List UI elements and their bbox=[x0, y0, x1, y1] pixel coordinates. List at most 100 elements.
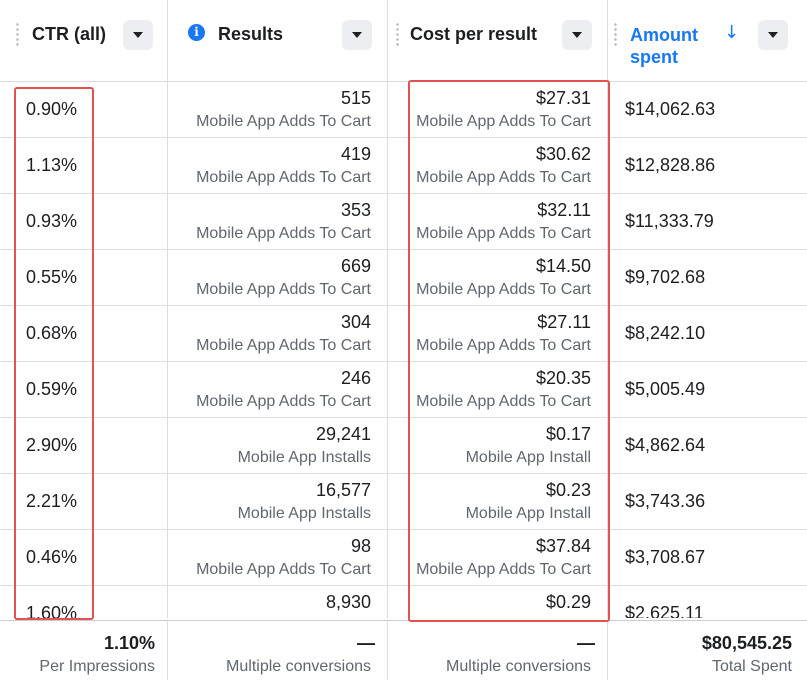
highlight-box-ctr bbox=[14, 87, 94, 620]
table-row[interactable]: 0.55% 669 Mobile App Adds To Cart $14.50 Mob… bbox=[0, 250, 807, 306]
cost-per-result-value: $27.11 bbox=[537, 312, 591, 332]
cell-results: 98 Mobile App Adds To Cart bbox=[168, 530, 388, 586]
amount-spent-value: $9,702.68 bbox=[625, 267, 706, 287]
cost-per-result-type: Mobile App Install bbox=[465, 505, 591, 522]
cost-per-result-value: $37.84 bbox=[535, 536, 591, 556]
results-type: Mobile App Installs bbox=[237, 505, 371, 522]
results-value: 29,241 bbox=[315, 424, 371, 444]
summary-label: Total Spent bbox=[711, 658, 792, 675]
table-row[interactable]: 0.93% 353 Mobile App Adds To Cart $32.11 Mob… bbox=[0, 194, 807, 250]
results-type: Mobile App Adds To Cart bbox=[196, 281, 371, 298]
summary-label: Per Impressions bbox=[39, 658, 155, 675]
amount-spent-value: $5,005.49 bbox=[625, 379, 706, 399]
chevron-down-icon bbox=[133, 32, 143, 38]
cell-cost-per-result: $37.84 Mobile App Adds To Cart bbox=[388, 530, 608, 586]
cell-ctr: 0.55% bbox=[4, 250, 168, 306]
cell-cost-per-result: $27.31 Mobile App Adds To Cart bbox=[388, 82, 608, 138]
table-row[interactable]: 0.68% 304 Mobile App Adds To Cart $27.11 Mob… bbox=[0, 306, 807, 362]
results-type: Mobile App Adds To Cart bbox=[196, 337, 371, 354]
cell-amount-spent: $3,743.36 bbox=[608, 474, 807, 530]
table-row[interactable]: 2.90% 29,241 Mobile App Installs $0.17 Mobil… bbox=[0, 418, 807, 474]
cell-ctr: 2.90% bbox=[4, 418, 168, 474]
cell-amount-spent: $12,828.86 bbox=[608, 138, 807, 194]
table-row[interactable]: 0.46% 98 Mobile App Adds To Cart $37.84 Mobi… bbox=[0, 530, 807, 586]
cost-per-result-value: $0.17 bbox=[545, 424, 591, 444]
table-row[interactable]: 2.21% 16,577 Mobile App Installs $0.23 Mobil… bbox=[0, 474, 807, 530]
cost-per-result-value: $0.23 bbox=[545, 480, 591, 500]
cell-cost-per-result: $27.11 Mobile App Adds To Cart bbox=[388, 306, 608, 362]
cell-results: 419 Mobile App Adds To Cart bbox=[168, 138, 388, 194]
column-title-line: spent bbox=[630, 47, 679, 67]
cost-per-result-type: Mobile App Adds To Cart bbox=[416, 225, 591, 242]
amount-spent-value: $2,625.11 bbox=[625, 603, 704, 618]
cell-cost-per-result: $20.35 Mobile App Adds To Cart bbox=[388, 362, 608, 418]
cost-per-result-type: Mobile App Adds To Cart bbox=[416, 169, 591, 186]
results-value: 16,577 bbox=[315, 480, 371, 500]
summary-value: 1.10% bbox=[103, 633, 155, 653]
cell-ctr: 0.93% bbox=[4, 194, 168, 250]
ctr-value: 0.68% bbox=[26, 323, 78, 343]
column-title-results: Results bbox=[218, 24, 284, 44]
cell-amount-spent: $4,862.64 bbox=[608, 418, 807, 474]
summary-label: Multiple conversions bbox=[446, 658, 591, 675]
summary-ctr: 1.10% Per Impressions bbox=[4, 621, 168, 680]
table-row[interactable]: 0.59% 246 Mobile App Adds To Cart $20.35 Mob… bbox=[0, 362, 807, 418]
column-resize-handle[interactable] bbox=[396, 22, 399, 48]
table-row[interactable]: 0.90% 515 Mobile App Adds To Cart $27.31 Mob… bbox=[0, 82, 807, 138]
cell-ctr: 0.46% bbox=[4, 530, 168, 586]
column-header-cost-per-result[interactable]: Cost per result bbox=[388, 0, 608, 81]
cell-amount-spent: $11,333.79 bbox=[608, 194, 807, 250]
column-menu-button[interactable] bbox=[758, 20, 788, 50]
column-header-results[interactable]: i Results bbox=[168, 0, 388, 81]
column-header-amount-spent[interactable]: Amount spent ↓ bbox=[608, 0, 807, 81]
table-row[interactable]: 1.13% 419 Mobile App Adds To Cart $30.62 Mob… bbox=[0, 138, 807, 194]
cost-per-result-value: $0.29 bbox=[545, 592, 591, 612]
results-value: 8,930 bbox=[325, 592, 371, 612]
cost-per-result-value: $32.11 bbox=[537, 200, 591, 220]
ctr-value: 2.21% bbox=[26, 491, 78, 511]
column-header-ctr[interactable]: CTR (all) bbox=[4, 0, 168, 81]
cost-per-result-type: Mobile App Adds To Cart bbox=[416, 113, 591, 130]
cell-results: 669 Mobile App Adds To Cart bbox=[168, 250, 388, 306]
cell-ctr: 0.59% bbox=[4, 362, 168, 418]
results-type: Mobile App Adds To Cart bbox=[196, 393, 371, 410]
column-menu-button[interactable] bbox=[562, 20, 592, 50]
summary-value: $80,545.25 bbox=[701, 633, 792, 653]
cost-per-result-type: Mobile App Adds To Cart bbox=[416, 337, 591, 354]
info-icon[interactable]: i bbox=[188, 24, 205, 41]
column-menu-button[interactable] bbox=[123, 20, 153, 50]
amount-spent-value: $12,828.86 bbox=[625, 155, 716, 175]
ctr-value: 0.59% bbox=[26, 379, 78, 399]
ctr-value: 0.93% bbox=[26, 211, 78, 231]
cell-amount-spent: $14,062.63 bbox=[608, 82, 807, 138]
table-body: 0.90% 515 Mobile App Adds To Cart $27.31 Mob… bbox=[0, 82, 807, 618]
column-title-line: Amount bbox=[630, 25, 698, 45]
summary-amount-spent: $80,545.25 Total Spent bbox=[608, 621, 807, 680]
ctr-value: 1.60% bbox=[26, 603, 78, 618]
cell-results: 304 Mobile App Adds To Cart bbox=[168, 306, 388, 362]
ctr-value: 0.90% bbox=[26, 99, 78, 119]
cell-results: 29,241 Mobile App Installs bbox=[168, 418, 388, 474]
summary-label: Multiple conversions bbox=[226, 658, 371, 675]
cell-results: 515 Mobile App Adds To Cart bbox=[168, 82, 388, 138]
cost-per-result-value: $27.31 bbox=[535, 88, 591, 108]
column-resize-handle[interactable] bbox=[614, 22, 617, 48]
column-resize-handle[interactable] bbox=[16, 22, 19, 48]
cell-amount-spent: $3,708.67 bbox=[608, 530, 807, 586]
cell-cost-per-result: $30.62 Mobile App Adds To Cart bbox=[388, 138, 608, 194]
cost-per-result-value: $20.35 bbox=[535, 368, 591, 388]
chevron-down-icon bbox=[768, 32, 778, 38]
cell-ctr: 1.60% bbox=[4, 586, 168, 618]
ctr-value: 0.46% bbox=[26, 547, 78, 567]
table-header: CTR (all) i Results Cost per result Amou… bbox=[0, 0, 807, 82]
cell-cost-per-result: $0.17 Mobile App Install bbox=[388, 418, 608, 474]
results-value: 419 bbox=[340, 144, 371, 164]
results-type: Mobile App Adds To Cart bbox=[196, 225, 371, 242]
amount-spent-value: $11,333.79 bbox=[625, 211, 714, 231]
table-summary-row: 1.10% Per Impressions — Multiple convers… bbox=[0, 620, 807, 680]
column-menu-button[interactable] bbox=[342, 20, 372, 50]
results-value: 353 bbox=[340, 200, 371, 220]
sort-descending-icon[interactable]: ↓ bbox=[724, 22, 740, 43]
cell-ctr: 0.68% bbox=[4, 306, 168, 362]
table-row[interactable]: 1.60% 8,930 $0.29 $2,625.11 bbox=[0, 586, 807, 618]
